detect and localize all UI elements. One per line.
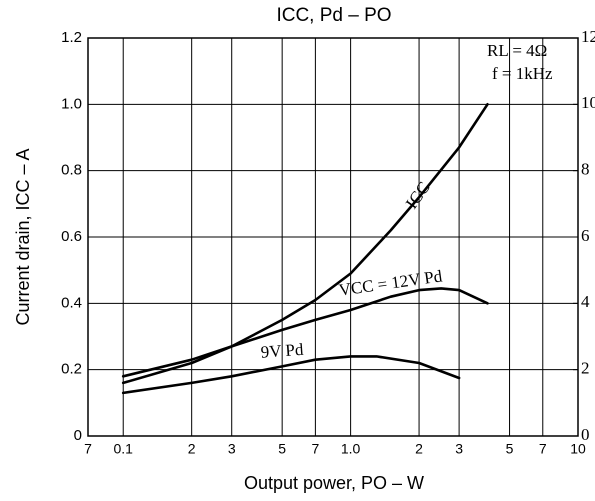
line xyxy=(121,103,489,385)
x-tick-label: 3 xyxy=(455,441,463,457)
x-tick-label: 7 xyxy=(539,441,547,457)
x-tick-label: 7 xyxy=(84,441,92,457)
x-tick-label: 0.1 xyxy=(113,441,133,457)
x-tick-label: 2 xyxy=(415,441,423,457)
line xyxy=(121,355,461,395)
y-tick-label: 0 xyxy=(74,427,82,444)
y-tick-label: 0.2 xyxy=(61,361,82,378)
x-axis-label: Output power, PO – W xyxy=(244,473,424,493)
annotation: RL = 4Ω xyxy=(487,41,547,60)
x-tick-label: 3 xyxy=(228,441,236,457)
y-tick-label: 0.6 xyxy=(61,228,82,245)
annotation: f = 1kHz xyxy=(492,64,553,83)
y2-tick-label: 10 xyxy=(581,93,595,112)
x-tick-label: 1.0 xyxy=(341,441,361,457)
y2-tick-label: 6 xyxy=(581,226,590,245)
y-axis-label: Current drain, ICC – A xyxy=(13,148,33,325)
y2-tick-label: 0 xyxy=(581,425,590,444)
y2-tick-label: 12 xyxy=(581,27,595,46)
chart-title: ICC, Pd – PO xyxy=(276,5,391,26)
y-tick-label: 1.0 xyxy=(61,95,82,112)
x-tick-label: 5 xyxy=(278,441,286,457)
x-tick-label: 7 xyxy=(311,441,319,457)
y2-tick-label: 4 xyxy=(581,292,590,311)
y-tick-label: 0.4 xyxy=(61,294,82,311)
line xyxy=(121,287,489,378)
x-tick-label: 2 xyxy=(188,441,196,457)
x-tick-label: 5 xyxy=(506,441,514,457)
y2-tick-label: 8 xyxy=(581,160,590,179)
y-tick-label: 0.8 xyxy=(61,162,82,179)
y-tick-label: 1.2 xyxy=(61,29,82,46)
x-tick-label: 10 xyxy=(570,441,586,457)
y2-tick-label: 2 xyxy=(581,359,590,378)
series-label: 9V Pd xyxy=(260,340,304,362)
